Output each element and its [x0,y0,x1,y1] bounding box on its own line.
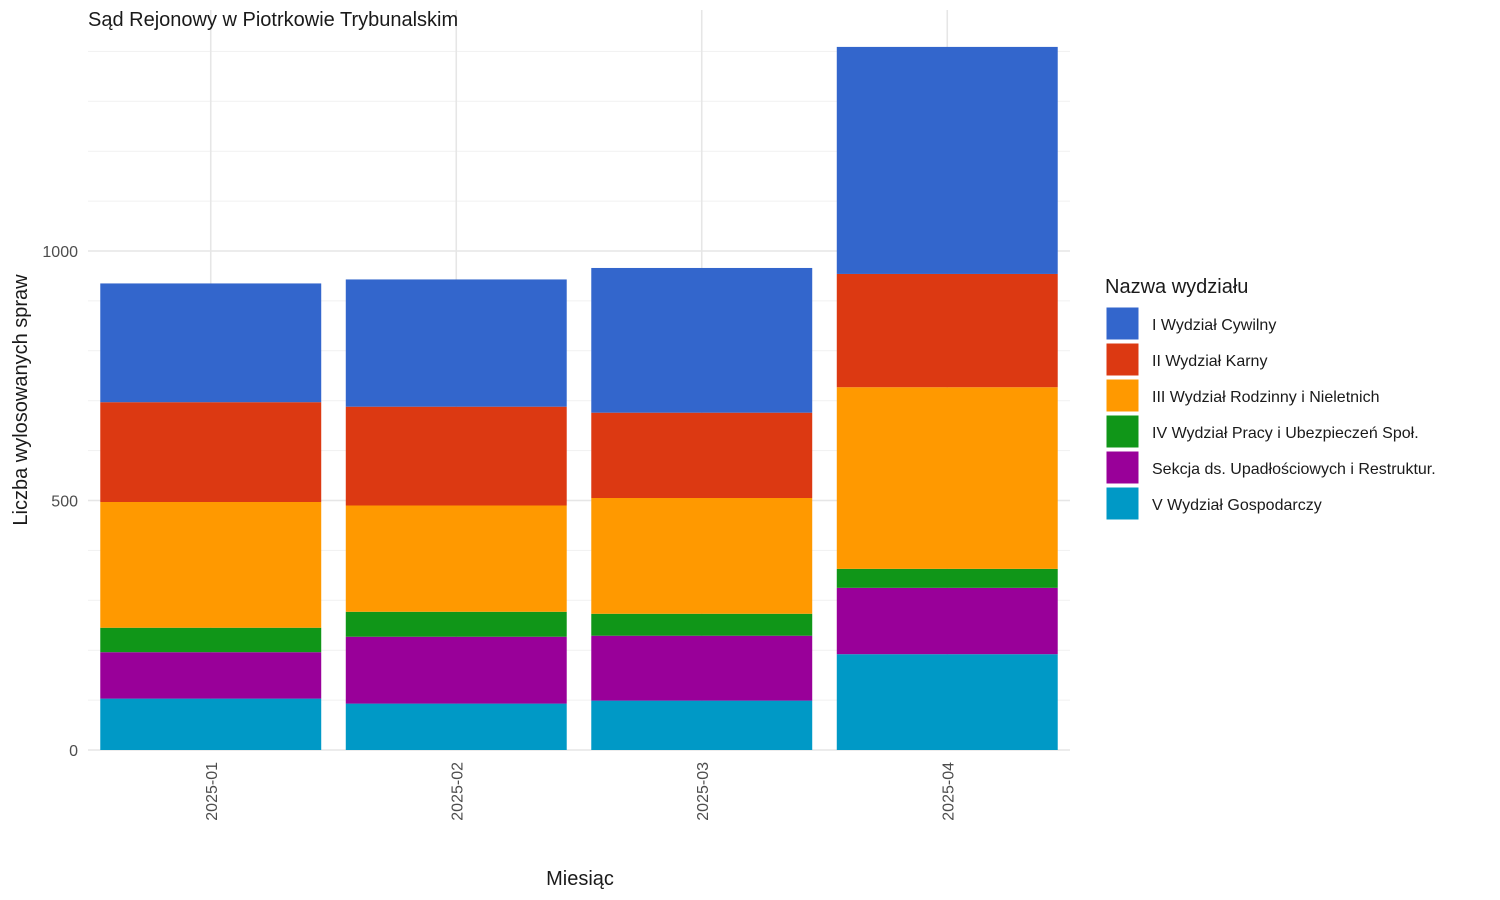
bars [100,46,1058,750]
y-tick-label: 500 [51,494,78,511]
bar-segment [345,406,567,506]
legend-label: III Wydział Rodzinny i Nieletnich [1152,389,1380,406]
legend-label: V Wydział Gospodarczy [1152,497,1322,514]
y-axis-title: Liczba wylosowanych spraw [10,274,32,526]
legend-swatch [1105,342,1140,377]
bar-segment [345,505,567,612]
y-tick-label: 0 [69,743,78,760]
legend: Nazwa wydziału I Wydział Cywilny II Wydzi… [1105,276,1436,521]
bar-segment [100,627,322,653]
legend-label: I Wydział Cywilny [1152,317,1276,334]
bar-segment [591,267,813,413]
legend-label: II Wydział Karny [1152,353,1267,370]
bar-segment [591,700,813,750]
bar-segment [591,613,813,636]
bar-segment [345,611,567,637]
x-tick-label: 2025-01 [204,762,221,821]
bar-segment [345,636,567,704]
bar-segment [836,273,1058,388]
bar-segment [836,654,1058,750]
legend-swatch [1105,414,1140,449]
bar-segment [100,402,322,502]
legend-swatch [1105,306,1140,341]
x-tick-label: 2025-02 [449,762,466,821]
bar-segment [345,279,567,407]
bar-segment [836,587,1058,655]
bar-segment [836,387,1058,569]
bar-segment [345,703,567,750]
bar-segment [591,498,813,614]
bar-segment [100,283,322,403]
bar-segment [100,698,322,750]
bar-segment [836,568,1058,588]
x-tick-label: 2025-04 [940,762,957,821]
x-axis-title: Miesiąc [546,868,614,890]
legend-swatch [1105,486,1140,521]
bar-segment [100,652,322,699]
legend-label: IV Wydział Pracy i Ubezpieczeń Społ. [1152,425,1419,442]
y-tick-label: 1000 [42,244,78,261]
chart-title: Sąd Rejonowy w Piotrkowie Trybunalskim [88,9,458,31]
bar-segment [591,635,813,701]
bar-segment [100,501,322,628]
bar-segment [836,46,1058,274]
legend-swatch [1105,378,1140,413]
axes: 0 500 1000 2025-01 2025-02 2025-03 2025-04 [42,244,957,821]
legend-title: Nazwa wydziału [1105,276,1248,298]
legend-swatch [1105,450,1140,485]
bar-segment [591,412,813,499]
x-tick-label: 2025-03 [695,762,712,821]
legend-label: Sekcja ds. Upadłościowych i Restruktur. [1152,461,1436,478]
